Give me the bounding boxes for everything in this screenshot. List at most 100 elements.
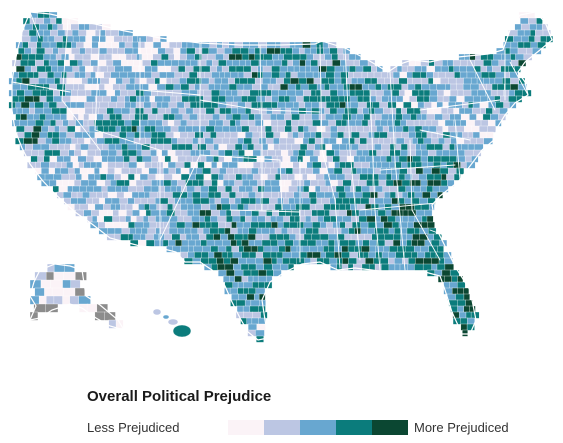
county-tile: [114, 65, 125, 73]
county-tile: [235, 119, 242, 127]
county-tile: [285, 209, 293, 217]
county-tile: [255, 251, 264, 259]
county-tile: [123, 155, 131, 163]
county-tile: [78, 161, 85, 169]
county-tile: [435, 149, 444, 157]
county-tile: [241, 239, 250, 247]
county-tile: [50, 65, 59, 73]
county-tile: [340, 71, 349, 79]
county-tile: [331, 53, 339, 61]
county-tile: [340, 227, 350, 235]
county-tile: [249, 179, 259, 187]
county-tile: [43, 29, 51, 37]
county-tile: [376, 161, 383, 169]
county-tile: [37, 155, 45, 163]
county-tile: [136, 185, 145, 193]
county-tile: [517, 41, 525, 49]
county-tile: [338, 95, 345, 103]
county-tile: [323, 47, 331, 55]
county-tile: [119, 197, 129, 205]
county-tile: [187, 191, 193, 199]
county-tile: [431, 257, 440, 265]
county-tile: [161, 101, 170, 109]
county-tile: [116, 179, 126, 187]
county-tile: [39, 113, 47, 121]
county-tile: [197, 161, 205, 169]
county-tile: [437, 95, 444, 103]
county-tile: [173, 131, 181, 139]
county-tile: [143, 185, 152, 193]
county-tile: [214, 83, 221, 91]
county-tile: [456, 125, 465, 133]
county-tile: [121, 227, 131, 235]
county-tile: [258, 305, 266, 313]
county-tile: [354, 83, 363, 91]
county-tile: [304, 209, 313, 217]
county-tile: [105, 35, 115, 43]
county-tile: [247, 119, 256, 127]
county-tile: [244, 215, 252, 223]
county-tile: [245, 167, 252, 175]
county-tile: [432, 161, 442, 169]
county-tile: [129, 155, 138, 163]
county-tile: [283, 233, 291, 241]
county-tile: [376, 125, 384, 133]
county-tile: [136, 125, 145, 133]
county-tile: [157, 59, 166, 67]
county-tile: [287, 59, 294, 67]
county-tile: [317, 59, 327, 67]
county-tile: [16, 125, 26, 133]
county-tile: [179, 131, 189, 139]
county-tile: [208, 77, 215, 85]
county-tile: [180, 83, 190, 91]
county-tile: [414, 245, 422, 253]
county-tile: [163, 143, 173, 151]
county-tile: [373, 71, 382, 79]
county-tile: [339, 161, 346, 169]
county-tile: [258, 281, 265, 289]
county-tile: [219, 107, 227, 115]
county-tile: [129, 227, 136, 235]
county-tile: [86, 155, 95, 163]
county-tile: [229, 197, 236, 205]
county-tile: [249, 305, 259, 313]
county-tile: [143, 101, 152, 109]
county-tile: [43, 155, 51, 163]
county-tile: [214, 197, 222, 205]
county-tile: [37, 35, 44, 43]
county-tile: [262, 191, 273, 199]
county-tile: [342, 215, 352, 223]
county-tile: [426, 215, 434, 223]
county-tile: [301, 245, 310, 253]
county-tile: [35, 17, 45, 25]
county-tile: [162, 239, 169, 247]
county-tile: [329, 47, 338, 55]
county-tile: [251, 317, 259, 325]
county-tile: [239, 59, 247, 67]
county-tile: [74, 167, 81, 175]
county-tile: [349, 107, 359, 115]
county-tile: [419, 197, 429, 205]
county-tile: [211, 161, 218, 169]
county-tile: [57, 23, 64, 31]
county-tile: [299, 65, 306, 73]
county-tile: [377, 191, 385, 199]
county-tile: [486, 83, 493, 91]
county-tile: [166, 71, 176, 79]
county-tile: [106, 107, 115, 115]
county-tile: [85, 35, 93, 43]
county-tile: [250, 245, 259, 253]
county-tile: [394, 149, 401, 157]
county-tile: [124, 119, 132, 127]
county-tile: [303, 233, 313, 241]
county-tile: [442, 125, 449, 133]
county-tile: [367, 173, 374, 181]
county-tile: [466, 323, 475, 331]
county-tile: [11, 83, 21, 91]
county-tile: [317, 245, 324, 253]
county-tile: [185, 107, 194, 115]
county-tile: [440, 179, 448, 187]
county-tile: [251, 137, 260, 145]
county-tile: [72, 185, 81, 193]
county-tile: [52, 185, 60, 193]
